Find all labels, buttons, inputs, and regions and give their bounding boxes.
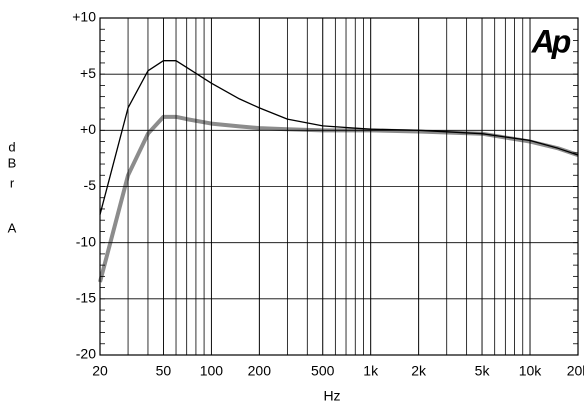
x-tick-label: 1k xyxy=(363,363,379,379)
y-axis-label: B xyxy=(8,155,17,170)
x-tick-label: 100 xyxy=(200,363,224,379)
y-tick-label: +0 xyxy=(80,121,96,137)
x-tick-label: 2k xyxy=(411,363,427,379)
plot-frame xyxy=(99,17,579,356)
x-tick-label: 10k xyxy=(519,363,543,379)
y-tick-label: +5 xyxy=(80,65,96,81)
y-axis-label: d xyxy=(8,139,15,154)
x-tick-label: 500 xyxy=(311,363,335,379)
y-tick-label: +10 xyxy=(72,9,96,25)
y-tick-label: -5 xyxy=(84,177,97,193)
x-tick-label: 200 xyxy=(248,363,272,379)
x-tick-label: 20 xyxy=(92,363,108,379)
x-tick-label: 20k xyxy=(567,363,584,379)
y-tick-label: -15 xyxy=(76,290,96,306)
data-line xyxy=(98,114,579,283)
x-axis-label: Hz xyxy=(323,388,340,404)
x-tick-label: 5k xyxy=(475,363,491,379)
data-line xyxy=(99,60,579,215)
logo: Ap xyxy=(531,23,571,59)
y-tick-label: -20 xyxy=(76,346,96,362)
y-axis-label: r xyxy=(10,175,15,190)
y-axis-label: A xyxy=(8,220,17,235)
y-tick-label: -10 xyxy=(76,233,96,249)
x-tick-label: 50 xyxy=(156,363,172,379)
